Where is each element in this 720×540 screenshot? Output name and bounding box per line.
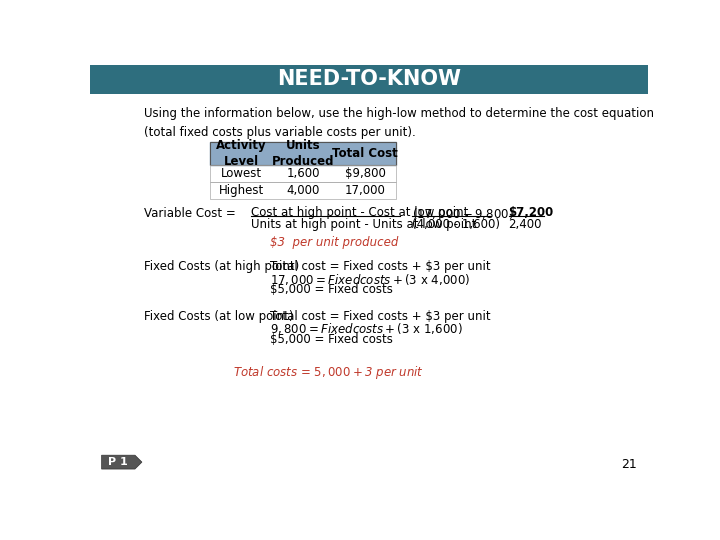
Text: $3  per unit produced: $3 per unit produced bbox=[270, 236, 398, 249]
Text: Activity
Level: Activity Level bbox=[216, 139, 266, 168]
Text: Variable Cost =: Variable Cost = bbox=[144, 207, 236, 220]
Text: P 1: P 1 bbox=[109, 457, 128, 467]
Text: Total Cost: Total Cost bbox=[332, 147, 398, 160]
Text: 2,400: 2,400 bbox=[508, 218, 542, 231]
Text: Using the information below, use the high-low method to determine the cost equat: Using the information below, use the hig… bbox=[144, 107, 654, 139]
Text: $5,000 = Fixed costs: $5,000 = Fixed costs bbox=[270, 284, 392, 296]
Text: $5,000 = Fixed costs: $5,000 = Fixed costs bbox=[270, 333, 392, 346]
Text: Units
Produced: Units Produced bbox=[272, 139, 334, 168]
Text: Total cost = Fixed costs + $3 per unit: Total cost = Fixed costs + $3 per unit bbox=[270, 309, 490, 323]
Text: ($17,000 - $9,800): ($17,000 - $9,800) bbox=[412, 206, 513, 221]
Text: Cost at high point - Cost at low point: Cost at high point - Cost at low point bbox=[251, 206, 469, 219]
Bar bbox=[90, 65, 648, 94]
Text: $9,800: $9,800 bbox=[345, 167, 386, 180]
Text: $9,800 = Fixed costs + ($3 x 1,600): $9,800 = Fixed costs + ($3 x 1,600) bbox=[270, 321, 462, 336]
Text: 17,000: 17,000 bbox=[345, 184, 386, 197]
Text: Fixed Costs (at low point): Fixed Costs (at low point) bbox=[144, 309, 294, 323]
Text: (4,000 - 1,600): (4,000 - 1,600) bbox=[412, 218, 500, 231]
Text: Lowest: Lowest bbox=[220, 167, 261, 180]
Bar bbox=[210, 142, 396, 165]
Text: $17,000 = Fixed costs + ($3 x 4,000): $17,000 = Fixed costs + ($3 x 4,000) bbox=[270, 272, 470, 287]
Text: Total cost = Fixed costs + $3 per unit: Total cost = Fixed costs + $3 per unit bbox=[270, 260, 490, 273]
Text: Units at high point - Units at low point: Units at high point - Units at low point bbox=[251, 218, 477, 231]
Text: 1,600: 1,600 bbox=[287, 167, 320, 180]
Bar bbox=[210, 142, 396, 165]
Text: 21: 21 bbox=[621, 458, 636, 471]
Text: NEED-TO-KNOW: NEED-TO-KNOW bbox=[277, 70, 461, 90]
Polygon shape bbox=[102, 455, 142, 469]
Bar bbox=[210, 182, 396, 199]
Text: Highest: Highest bbox=[218, 184, 264, 197]
Text: $7,200: $7,200 bbox=[508, 206, 554, 219]
Text: Fixed Costs (at high point): Fixed Costs (at high point) bbox=[144, 260, 300, 273]
Text: Total costs = $5,000 + $3 per unit: Total costs = $5,000 + $3 per unit bbox=[233, 363, 424, 381]
Text: 4,000: 4,000 bbox=[287, 184, 320, 197]
Bar bbox=[210, 165, 396, 182]
